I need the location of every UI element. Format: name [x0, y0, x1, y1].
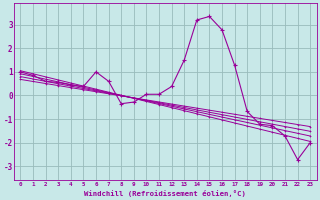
- X-axis label: Windchill (Refroidissement éolien,°C): Windchill (Refroidissement éolien,°C): [84, 190, 246, 197]
